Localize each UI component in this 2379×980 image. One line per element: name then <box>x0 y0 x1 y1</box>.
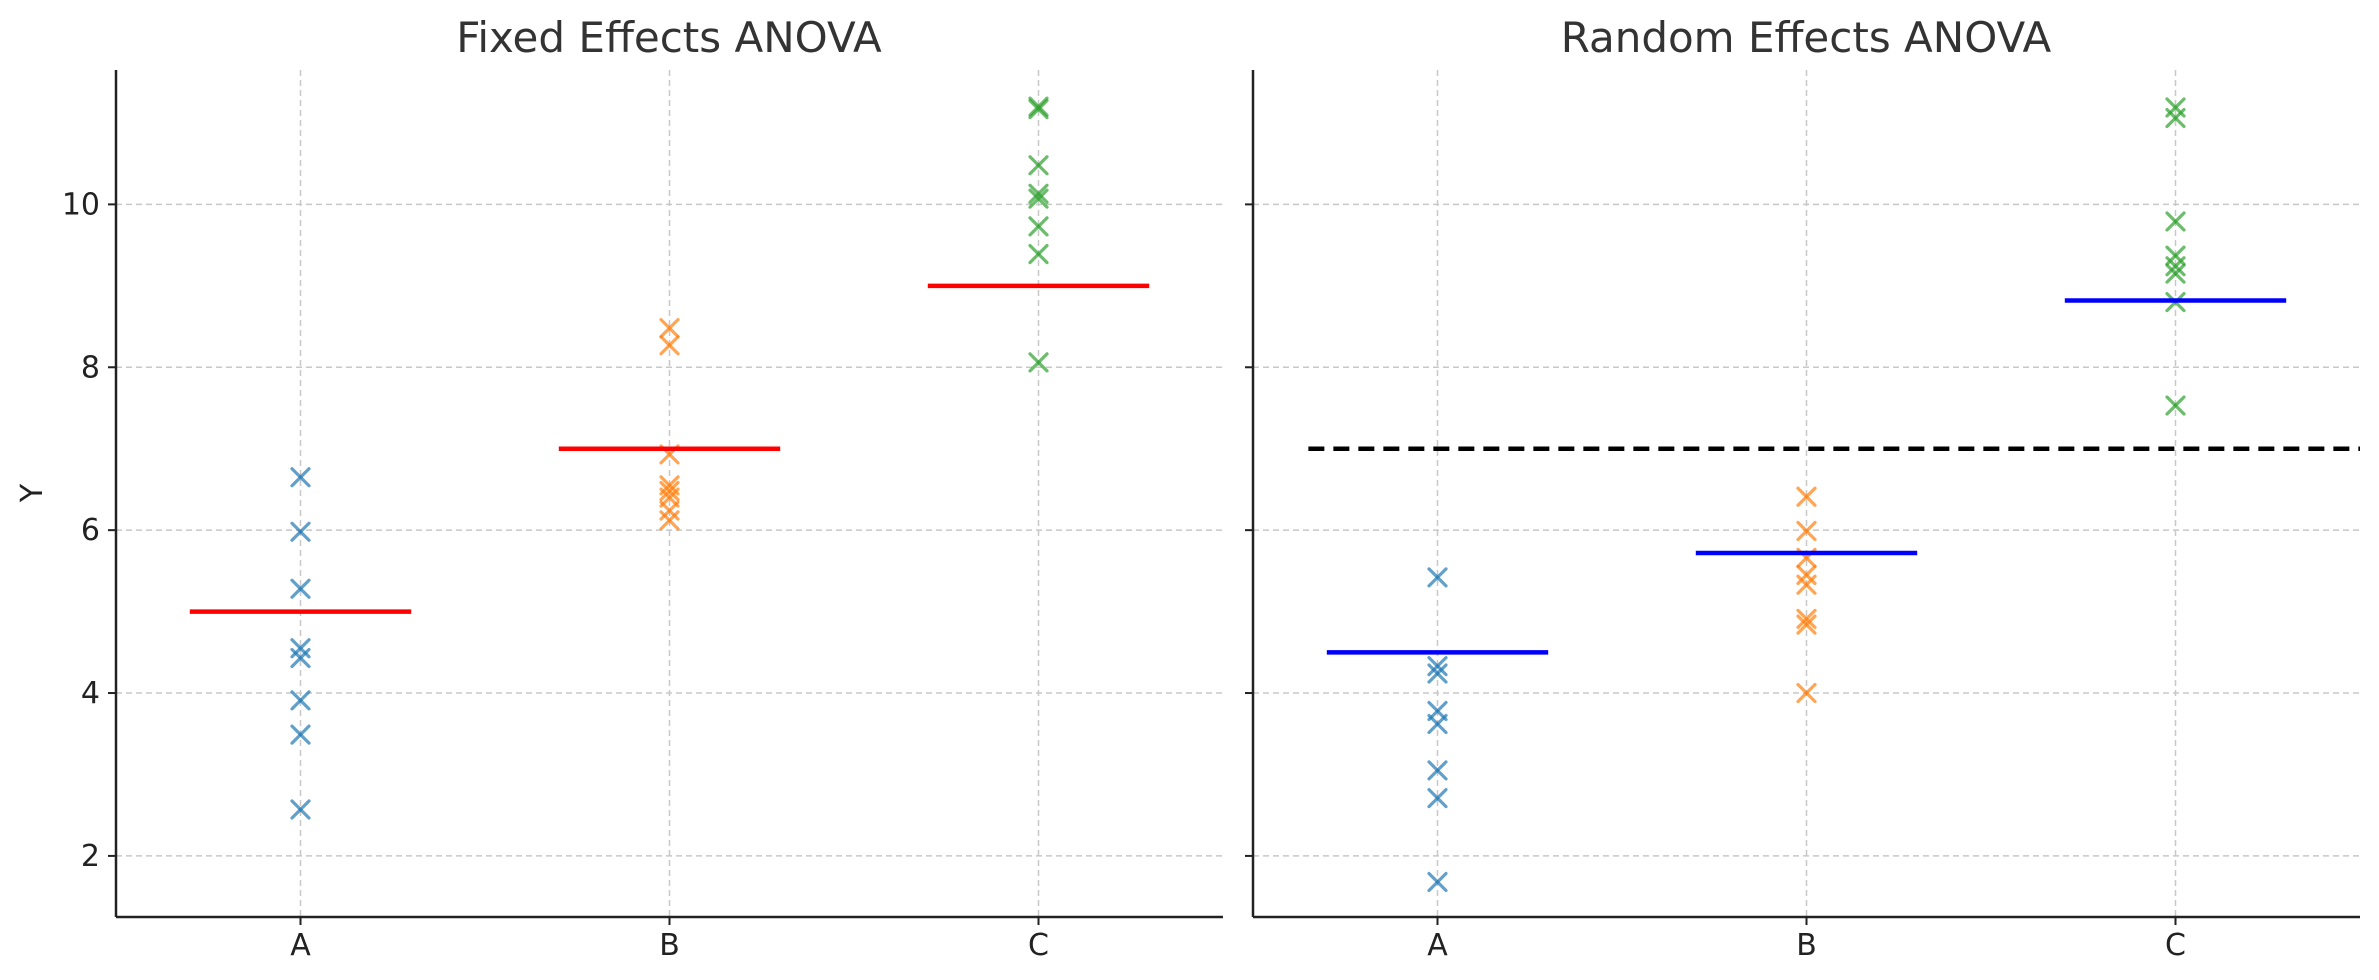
fixed-effects-y-tick-label-6: 6 <box>81 513 100 548</box>
fixed-effects-point-C-8 <box>1028 352 1049 373</box>
random-effects-marks <box>1308 97 2360 893</box>
random-effects-point-B-6 <box>1796 608 1817 630</box>
fixed-effects-x-tick-label-B: B <box>659 928 680 963</box>
random-effects-point-A-6 <box>1427 760 1448 781</box>
random-effects-point-B-7 <box>1796 614 1817 635</box>
random-effects-point-A-1 <box>1427 567 1448 588</box>
fixed-effects-y-tick-label-4: 4 <box>81 676 100 711</box>
random-effects-panel: A B C Random Effects ANOVA <box>1245 13 2360 963</box>
fixed-effects-y-tick-label-2: 2 <box>81 839 100 874</box>
random-effects-point-A-3 <box>1427 663 1448 684</box>
fixed-effects-x-tick-label-A: A <box>290 928 311 963</box>
fixed-effects-title: Fixed Effects ANOVA <box>456 13 882 62</box>
fixed-effects-point-A-7 <box>290 724 311 745</box>
fixed-effects-point-A-8 <box>290 799 311 820</box>
random-effects-x-tick-label-B: B <box>1796 928 1817 963</box>
fixed-effects-point-B-5 <box>659 480 680 502</box>
random-effects-grid <box>1253 70 2360 917</box>
fixed-effects-point-A-1 <box>290 467 311 488</box>
fixed-effects-point-B-2 <box>659 335 680 356</box>
random-effects-point-C-2 <box>2165 107 2186 129</box>
random-effects-point-B-5 <box>1796 574 1817 595</box>
random-effects-point-A-2 <box>1427 656 1448 677</box>
random-effects-point-C-8 <box>2165 395 2186 416</box>
fixed-effects-point-C-2 <box>1028 98 1049 120</box>
random-effects-point-B-1 <box>1796 486 1817 507</box>
fixed-effects-point-B-8 <box>659 510 680 531</box>
fixed-effects-point-C-4 <box>1028 183 1049 204</box>
fixed-effects-grid <box>116 70 1223 917</box>
random-effects-point-A-5 <box>1427 713 1448 735</box>
random-effects-axes: A B C <box>1245 70 2360 963</box>
fixed-effects-y-tick-label-10: 10 <box>62 187 100 222</box>
random-effects-point-B-2 <box>1796 520 1817 542</box>
fixed-effects-point-C-6 <box>1028 216 1049 237</box>
random-effects-point-C-5 <box>2165 256 2186 277</box>
fixed-effects-point-B-1 <box>659 318 680 339</box>
fixed-effects-panel: 2 4 6 8 10 A B C Fixed Effects ANOVA Y <box>15 13 1223 963</box>
fixed-effects-x-tick-label-C: C <box>1028 928 1049 963</box>
random-effects-title: Random Effects ANOVA <box>1561 13 2052 62</box>
random-effects-x-tick-label-C: C <box>2165 928 2186 963</box>
fixed-effects-point-A-5 <box>290 647 311 669</box>
fixed-effects-axes: 2 4 6 8 10 A B C <box>62 70 1223 963</box>
fixed-effects-point-A-3 <box>290 578 311 599</box>
fixed-effects-point-C-1 <box>1028 96 1049 117</box>
random-effects-x-tick-label-A: A <box>1427 928 1448 963</box>
random-effects-point-C-3 <box>2165 211 2186 232</box>
random-effects-point-A-7 <box>1427 787 1448 809</box>
fixed-effects-point-C-3 <box>1028 155 1049 176</box>
fixed-effects-point-C-7 <box>1028 243 1049 265</box>
fixed-effects-point-A-2 <box>290 521 311 542</box>
random-effects-point-C-6 <box>2165 263 2186 284</box>
fixed-effects-point-A-6 <box>290 690 311 711</box>
fixed-effects-y-tick-label-8: 8 <box>81 350 100 385</box>
fixed-effects-y-axis-label: Y <box>15 483 50 503</box>
random-effects-point-B-8 <box>1796 682 1817 704</box>
fixed-effects-marks <box>189 96 1150 820</box>
fixed-effects-point-C-5 <box>1028 188 1049 209</box>
random-effects-point-A-8 <box>1427 871 1448 893</box>
